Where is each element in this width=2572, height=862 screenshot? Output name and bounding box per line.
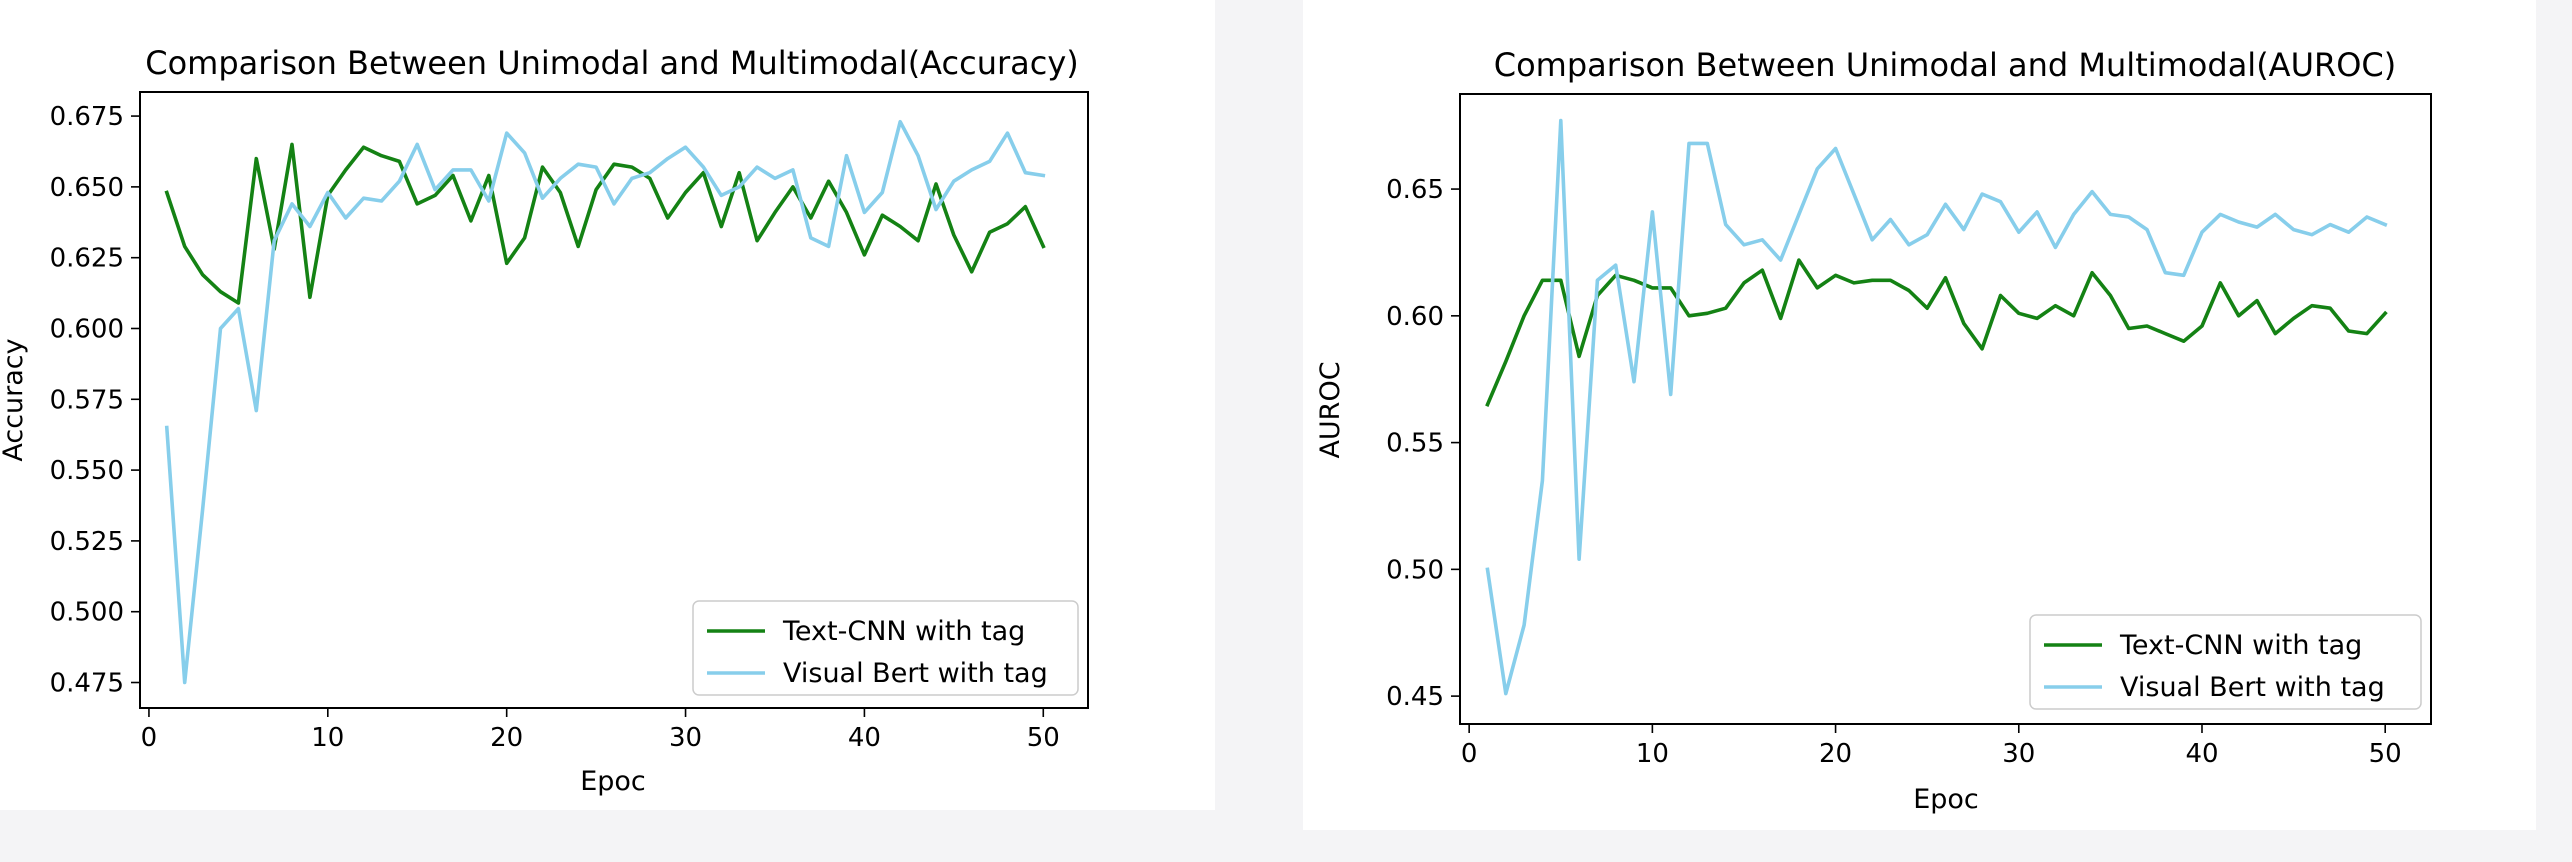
accuracy-chart: Comparison Between Unimodal and Multimod… [0,0,1215,810]
series-line-visual-bert [1485,118,2388,696]
y-tick-label: 0.550 [50,456,124,486]
x-tick-label: 10 [1636,739,1669,769]
y-tick-label: 0.600 [50,314,124,344]
x-tick-label: 20 [1819,739,1852,769]
legend-box [2029,614,2422,710]
y-tick-label: 0.525 [50,527,124,557]
legend-entry: Visual Bert with tag [783,658,1048,689]
y-tick-label: 0.500 [50,598,124,628]
x-tick-label: 50 [1027,723,1060,753]
y-tick-label: 0.675 [50,102,124,132]
legend: Text-CNN with tag Visual Bert with tag [2029,614,2422,710]
y-tick-label: 0.475 [50,669,124,699]
y-axis-label: Accuracy [0,338,29,461]
legend-entry: Text-CNN with tag [782,616,1025,647]
y-tick-label: 0.55 [1386,429,1444,459]
series-line-text-cnn [1485,258,2388,407]
x-tick-label: 20 [490,723,523,753]
y-tick-label: 0.45 [1386,682,1444,712]
x-tick-label: 0 [141,723,158,753]
x-axis-label: Epoc [1913,784,1979,815]
chart-title: Comparison Between Unimodal and Multimod… [145,44,1079,82]
y-tick-label: 0.60 [1386,302,1444,332]
x-tick-label: 10 [311,723,344,753]
series-line-text-cnn [164,142,1046,305]
legend-entry: Text-CNN with tag [2119,630,2362,661]
auroc-chart: Comparison Between Unimodal and Multimod… [1303,0,2536,830]
y-axis-label: AUROC [1315,361,1346,458]
y-tick-label: 0.650 [50,173,124,203]
x-tick-label: 40 [2185,739,2218,769]
series-line-visual-bert [164,119,1046,685]
x-tick-label: 30 [669,723,702,753]
y-tick-label: 0.50 [1386,555,1444,585]
chart-title: Comparison Between Unimodal and Multimod… [1494,46,2396,84]
y-tick-label: 0.575 [50,385,124,415]
legend-entry: Visual Bert with tag [2120,672,2385,703]
y-tick-label: 0.625 [50,244,124,274]
x-tick-label: 50 [2369,739,2402,769]
x-axis-label: Epoc [580,766,646,797]
x-tick-label: 40 [848,723,881,753]
axes-frame [1459,93,2432,725]
legend: Text-CNN with tag Visual Bert with tag [692,600,1079,696]
y-tick-label: 0.65 [1386,175,1444,205]
x-tick-label: 0 [1461,739,1478,769]
axes-frame [139,91,1089,709]
x-tick-label: 30 [2002,739,2035,769]
legend-box [692,600,1079,696]
